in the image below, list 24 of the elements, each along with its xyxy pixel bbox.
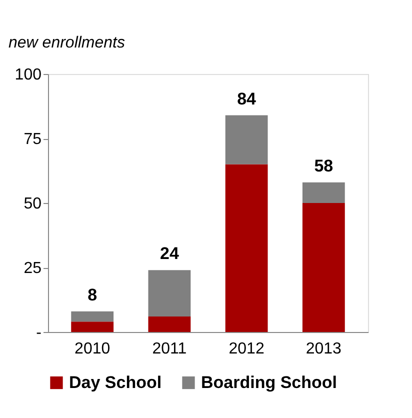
total-label: 58 (314, 156, 334, 176)
bar (225, 164, 268, 332)
bar (148, 270, 191, 317)
bar (71, 322, 114, 332)
y-tick-label: 100 (14, 66, 42, 84)
y-tick-label: 50 (24, 196, 42, 212)
x-tick-label: 2012 (228, 340, 264, 358)
x-tick-label: 2010 (74, 340, 110, 358)
legend-label: Boarding School (201, 372, 337, 392)
total-label: 84 (237, 89, 257, 108)
total-label: 8 (88, 285, 98, 304)
y-tick-label: 25 (24, 260, 42, 277)
bar (71, 311, 114, 322)
bar (302, 182, 345, 203)
x-tick-label: 2013 (306, 340, 342, 358)
y-tick-label: - (36, 324, 42, 342)
bar (225, 115, 268, 164)
bar (302, 203, 345, 332)
legend-label: Day School (69, 372, 162, 392)
y-axis-title: new enrollments (8, 34, 125, 52)
y-tick-label: 75 (24, 131, 42, 148)
bar (148, 316, 191, 332)
x-tick-label: 2011 (152, 340, 187, 358)
total-label: 24 (160, 244, 180, 264)
